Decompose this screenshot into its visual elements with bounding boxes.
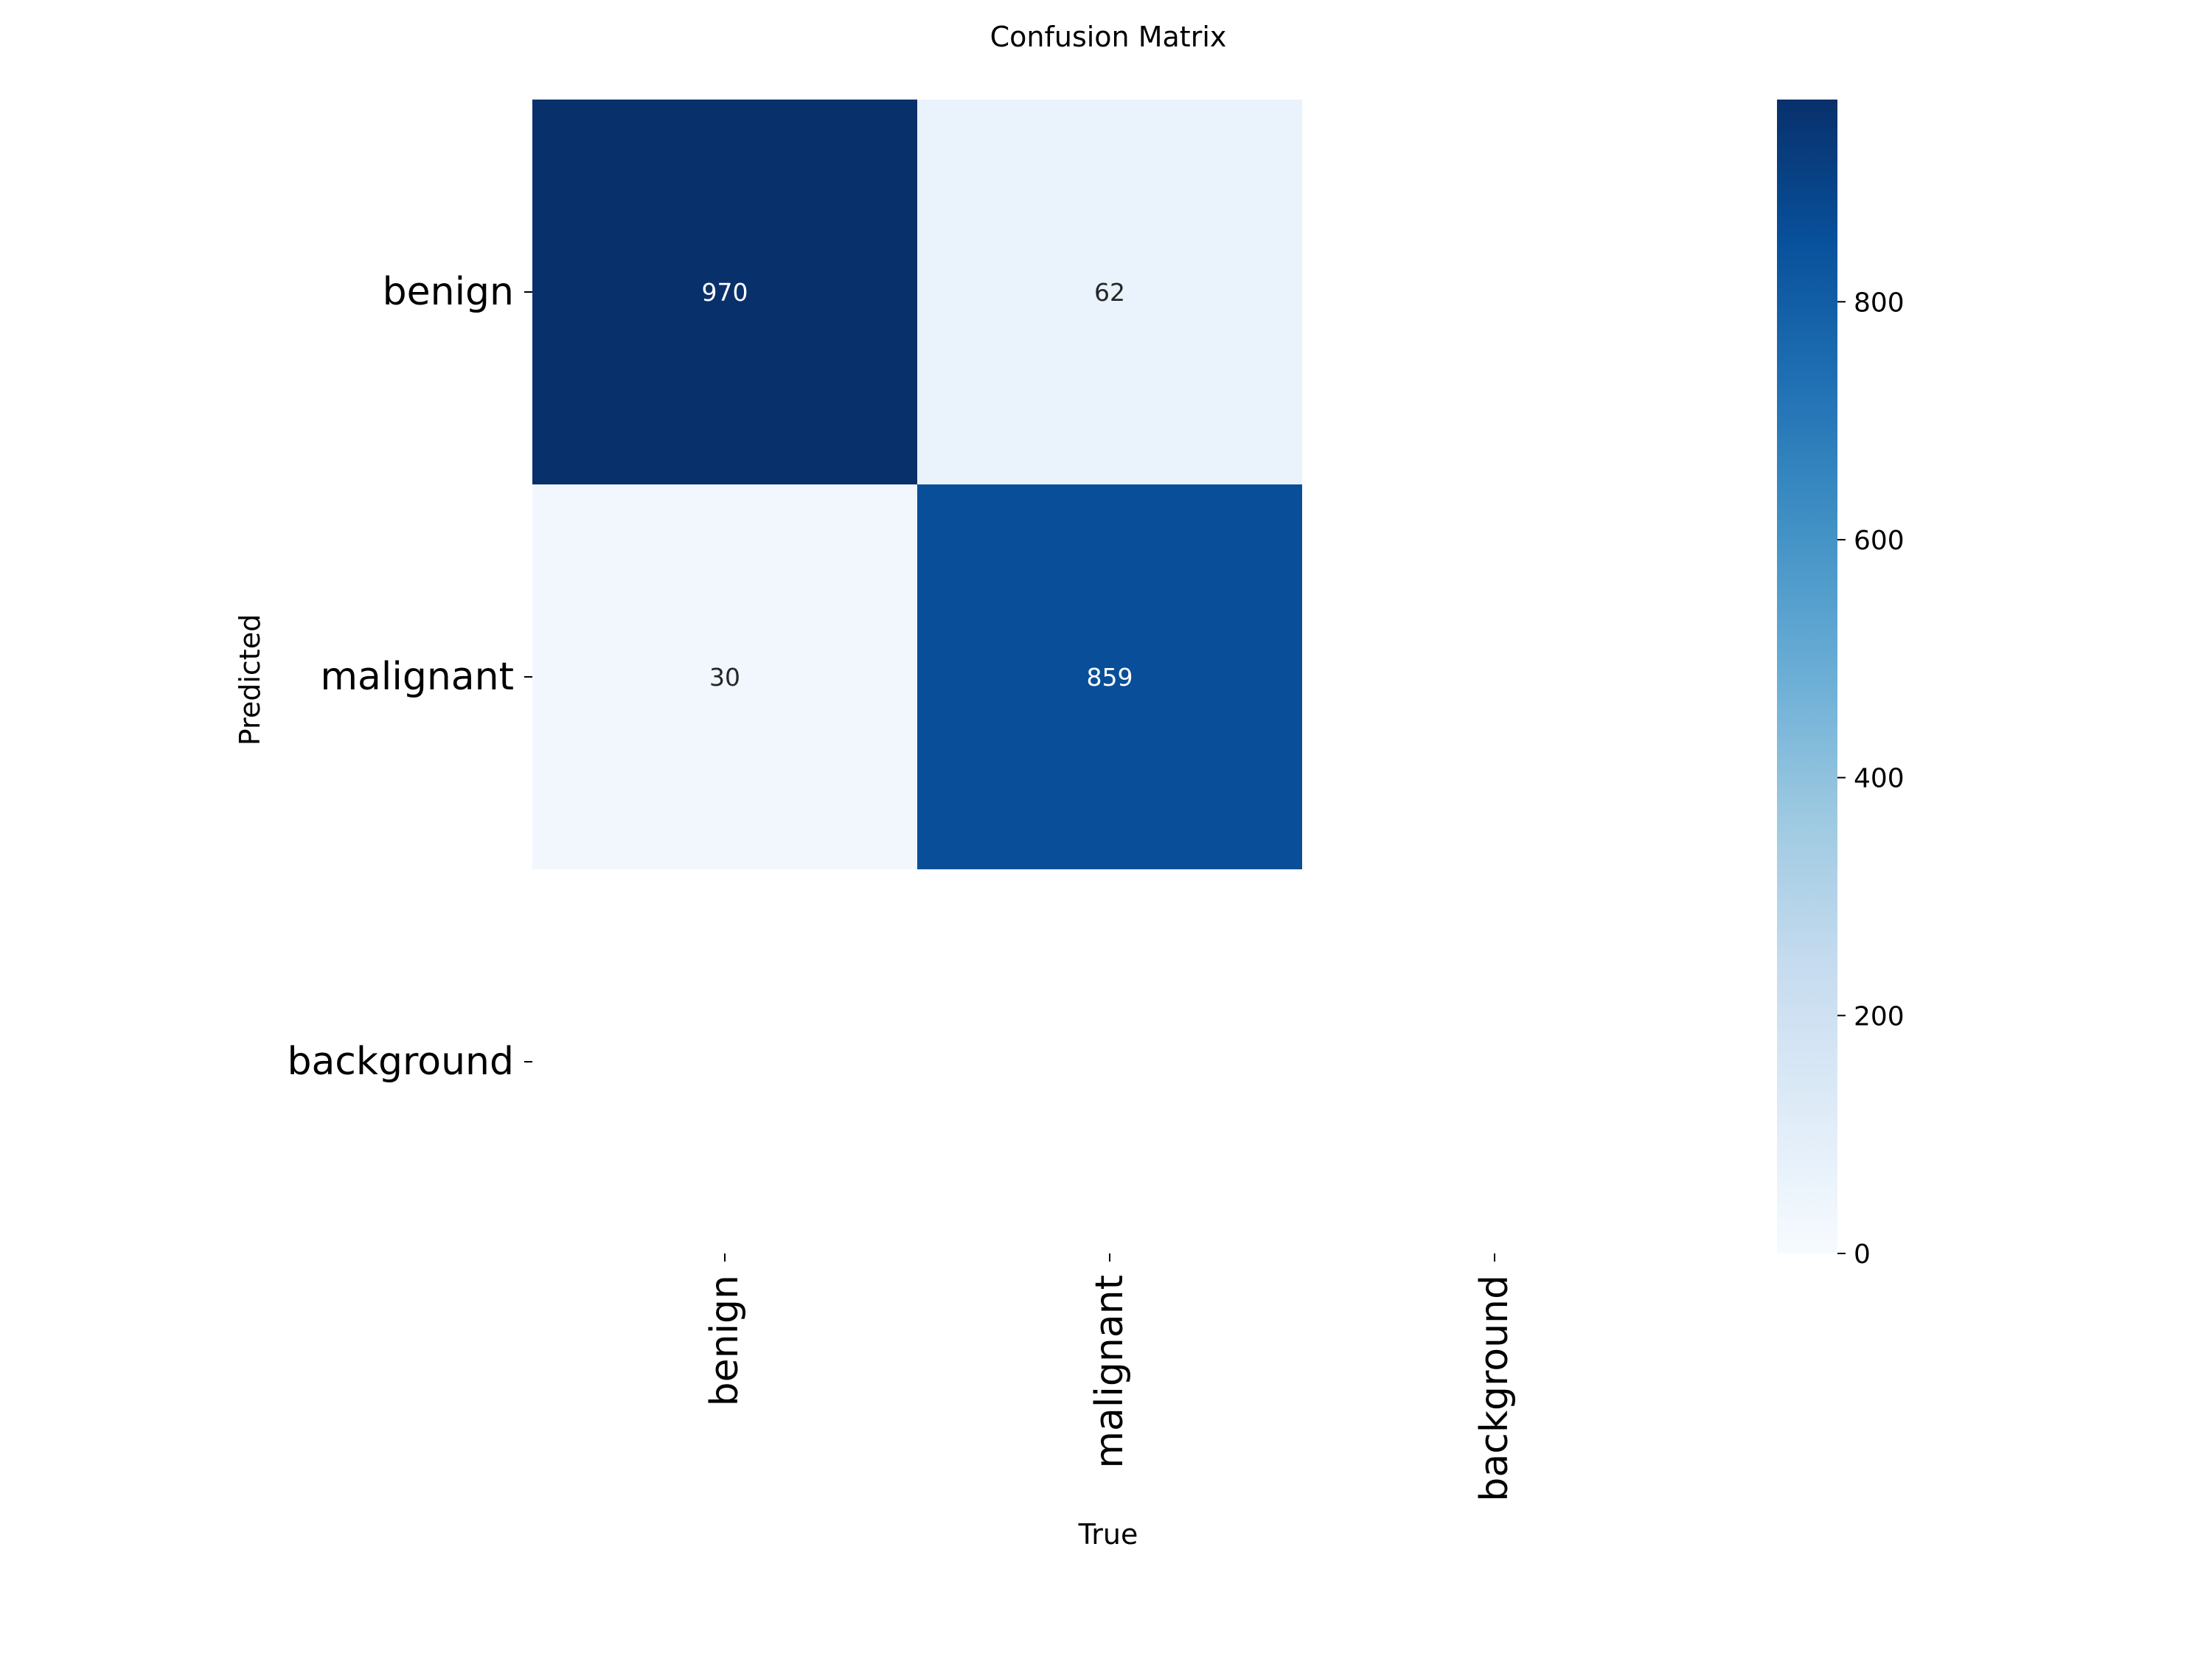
colorbar-ticks: 0 200 400 600 800 xyxy=(1837,288,1905,1270)
colorbar-tick-label-400: 400 xyxy=(1854,764,1905,794)
colorbar-tick-label-0: 0 xyxy=(1854,1239,1871,1270)
cell-malignant-malignant xyxy=(917,484,1302,869)
cell-annotations: 970 62 30 859 xyxy=(702,278,1133,692)
colorbar-tick-label-200: 200 xyxy=(1854,1001,1905,1032)
colorbar xyxy=(1777,100,1837,1253)
cell-malignant-benign xyxy=(532,484,917,869)
cell-benign-malignant xyxy=(917,100,1302,484)
cell-value-malignant-malignant: 859 xyxy=(1087,663,1133,692)
chart-title: Confusion Matrix xyxy=(990,21,1227,53)
heatmap-cells xyxy=(532,100,1302,869)
colorbar-tick-label-800: 800 xyxy=(1854,288,1905,318)
y-tick-label-benign: benign xyxy=(383,270,514,314)
x-tick-label-malignant: malignant xyxy=(1088,1275,1132,1469)
colorbar-tick-label-600: 600 xyxy=(1854,526,1905,556)
x-axis-ticks: benign malignant background xyxy=(703,1253,1517,1502)
y-tick-label-malignant: malignant xyxy=(320,655,514,699)
x-tick-label-benign: benign xyxy=(703,1275,747,1406)
cell-value-malignant-benign: 30 xyxy=(709,663,740,692)
x-tick-label-background: background xyxy=(1472,1275,1517,1502)
cell-benign-benign xyxy=(532,100,917,484)
x-axis-label: True xyxy=(1078,1518,1138,1551)
y-axis-ticks: benign malignant background xyxy=(287,270,532,1084)
y-axis-label: Predicted xyxy=(234,614,266,745)
cell-value-benign-benign: 970 xyxy=(702,278,748,307)
y-tick-label-background: background xyxy=(287,1040,514,1084)
cell-value-benign-malignant: 62 xyxy=(1094,278,1125,307)
